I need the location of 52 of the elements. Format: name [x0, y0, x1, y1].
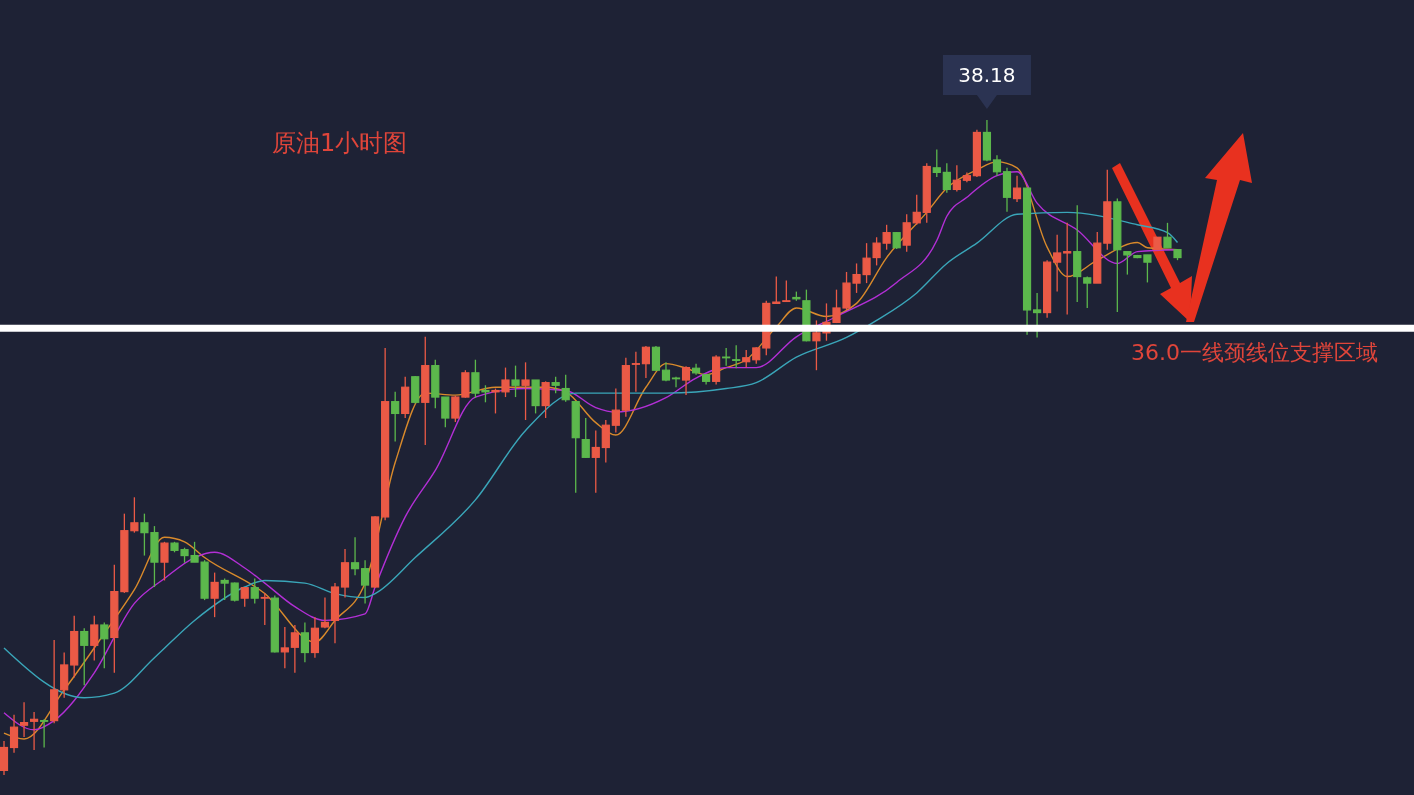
candlestick [260, 592, 269, 626]
candlestick [300, 621, 309, 663]
candlestick [19, 701, 29, 738]
candlestick [591, 429, 600, 494]
candlestick [360, 559, 370, 605]
candlestick [40, 718, 49, 749]
candlestick [391, 391, 400, 443]
candlestick [0, 740, 9, 776]
candlestick [952, 164, 961, 193]
candlestick [290, 624, 299, 674]
candlestick [1083, 275, 1092, 309]
candlestick [240, 586, 249, 608]
candlestick [942, 162, 951, 194]
candlestick [441, 396, 450, 428]
candlestick [992, 154, 1002, 177]
candlestick [1163, 222, 1172, 249]
candlestick [631, 351, 640, 393]
candlestick [541, 380, 550, 419]
candlestick [772, 275, 781, 305]
candlestick [250, 577, 259, 605]
candlestick [521, 361, 530, 421]
annotation: 38.18 [958, 63, 1016, 87]
candlestick [280, 626, 289, 669]
candlestick [80, 627, 89, 686]
candlestick [902, 213, 911, 253]
candlestick [912, 194, 921, 226]
candlestick [1063, 222, 1072, 316]
candlestick [511, 364, 520, 398]
ref-line-label: 36.0一线颈线位支撑区域 [1131, 340, 1378, 366]
candlestick [160, 541, 169, 582]
candlestick [671, 376, 681, 388]
candlestick [29, 711, 39, 751]
candlestick [601, 419, 610, 464]
candlestick [210, 571, 219, 618]
candlestick [220, 577, 229, 601]
candlestick [561, 374, 570, 403]
candlestick [581, 417, 590, 459]
candlestick [651, 345, 661, 372]
candlestick [320, 596, 330, 629]
candlestick [641, 345, 651, 379]
candlestick [932, 148, 941, 178]
candlestick [90, 615, 99, 662]
candlestick [1032, 292, 1042, 339]
candlestick [9, 714, 19, 754]
chart-title: 原油1小时图 [272, 129, 408, 157]
candlestick [1012, 175, 1022, 203]
candlestick [1053, 233, 1062, 293]
candlestick [350, 536, 360, 576]
candlestick [611, 387, 620, 434]
candlestick [732, 344, 741, 369]
candlestick [100, 621, 109, 669]
candlestick [681, 365, 691, 396]
